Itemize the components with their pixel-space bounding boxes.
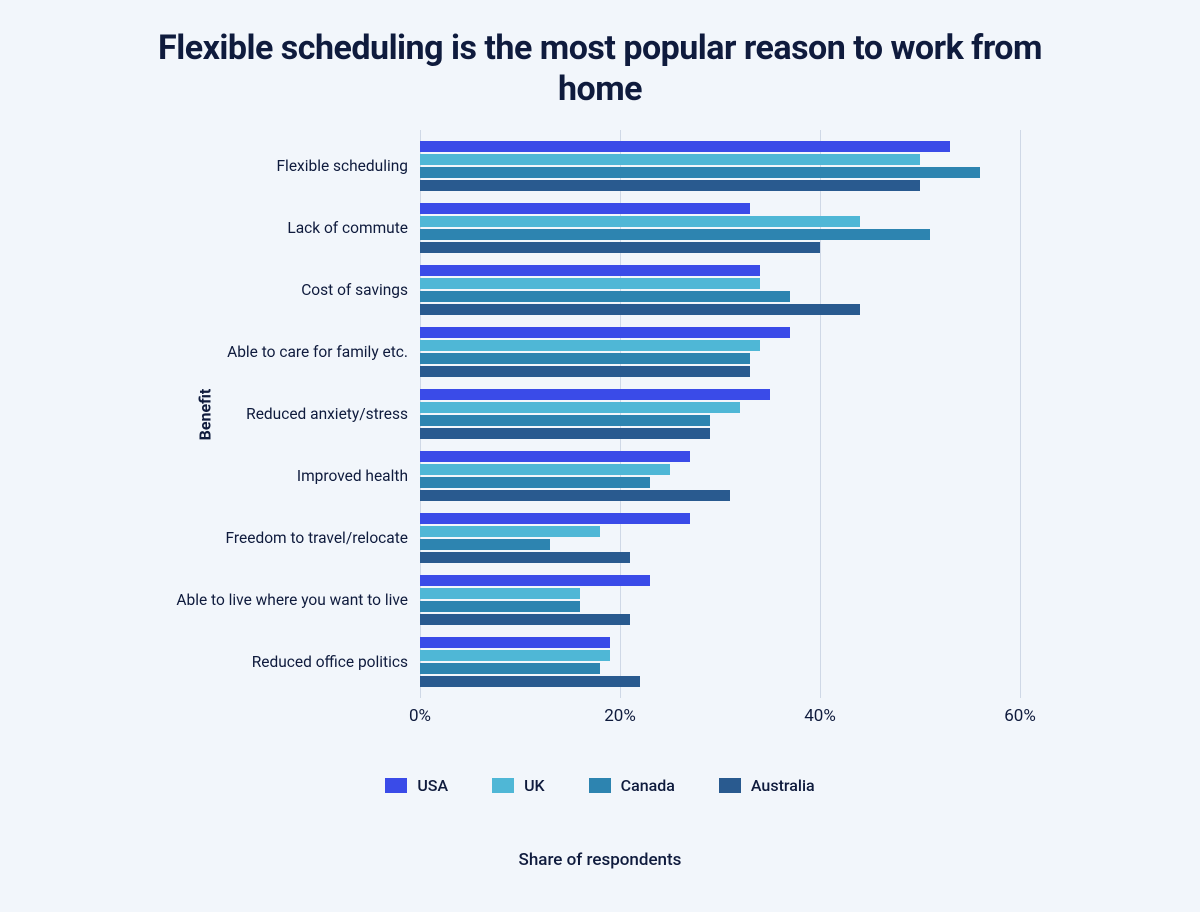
bar: [420, 278, 760, 289]
legend-label: Australia: [751, 776, 815, 795]
category-group: Flexible scheduling: [420, 141, 1020, 191]
category-label: Cost of savings: [130, 281, 420, 299]
bar: [420, 265, 760, 276]
bar: [420, 366, 750, 377]
bar: [420, 402, 740, 413]
bar: [420, 327, 790, 338]
chart-body: 0%20%40%60%Flexible schedulingLack of co…: [420, 130, 1020, 698]
bar: [420, 637, 610, 648]
legend-swatch: [385, 778, 407, 793]
x-axis-label: Share of respondents: [0, 850, 1200, 870]
category-group: Able to live where you want to live: [420, 575, 1020, 625]
category-label: Lack of commute: [130, 219, 420, 237]
bar: [420, 526, 600, 537]
bar: [420, 154, 920, 165]
legend-item: UK: [492, 776, 545, 795]
bar: [420, 428, 710, 439]
bar: [420, 588, 580, 599]
category-group: Improved health: [420, 451, 1020, 501]
chart-title: Flexible scheduling is the most popular …: [0, 0, 1200, 120]
category-group: Cost of savings: [420, 265, 1020, 315]
bar: [420, 141, 950, 152]
legend-item: USA: [385, 776, 448, 795]
bar: [420, 451, 690, 462]
bar: [420, 180, 920, 191]
category-label: Improved health: [130, 467, 420, 485]
bar: [420, 353, 750, 364]
bar: [420, 464, 670, 475]
bar: [420, 513, 690, 524]
category-label: Freedom to travel/relocate: [130, 529, 420, 547]
category-group: Freedom to travel/relocate: [420, 513, 1020, 563]
bar: [420, 614, 630, 625]
bar: [420, 389, 770, 400]
category-label: Flexible scheduling: [130, 157, 420, 175]
bar: [420, 415, 710, 426]
legend-swatch: [492, 778, 514, 793]
x-tick: 20%: [604, 706, 636, 726]
bar: [420, 601, 580, 612]
bar: [420, 539, 550, 550]
bar: [420, 291, 790, 302]
bar: [420, 304, 860, 315]
bar: [420, 203, 750, 214]
legend-label: USA: [417, 776, 448, 795]
category-label: Reduced office politics: [130, 653, 420, 671]
bar: [420, 340, 760, 351]
bar: [420, 229, 930, 240]
category-group: Reduced anxiety/stress: [420, 389, 1020, 439]
bar: [420, 242, 820, 253]
grid-line: [1020, 130, 1021, 698]
bar: [420, 650, 610, 661]
bar: [420, 676, 640, 687]
legend-swatch: [589, 778, 611, 793]
bar: [420, 477, 650, 488]
legend-item: Canada: [589, 776, 675, 795]
category-group: Reduced office politics: [420, 637, 1020, 687]
category-label: Able to live where you want to live: [130, 591, 420, 609]
category-group: Able to care for family etc.: [420, 327, 1020, 377]
legend: USA UK Canada Australia: [0, 776, 1200, 795]
bar: [420, 490, 730, 501]
x-tick: 40%: [804, 706, 836, 726]
legend-swatch: [719, 778, 741, 793]
category-label: Reduced anxiety/stress: [130, 405, 420, 423]
bar: [420, 552, 630, 563]
chart-container: Flexible scheduling is the most popular …: [0, 0, 1200, 912]
bar: [420, 663, 600, 674]
x-tick: 60%: [1004, 706, 1036, 726]
legend-label: UK: [524, 776, 545, 795]
bar: [420, 167, 980, 178]
bar: [420, 575, 650, 586]
bar: [420, 216, 860, 227]
legend-item: Australia: [719, 776, 815, 795]
category-group: Lack of commute: [420, 203, 1020, 253]
x-tick: 0%: [409, 706, 431, 726]
legend-label: Canada: [621, 776, 675, 795]
category-label: Able to care for family etc.: [130, 343, 420, 361]
plot-area: Benefit 0%20%40%60%Flexible schedulingLa…: [120, 130, 1080, 740]
